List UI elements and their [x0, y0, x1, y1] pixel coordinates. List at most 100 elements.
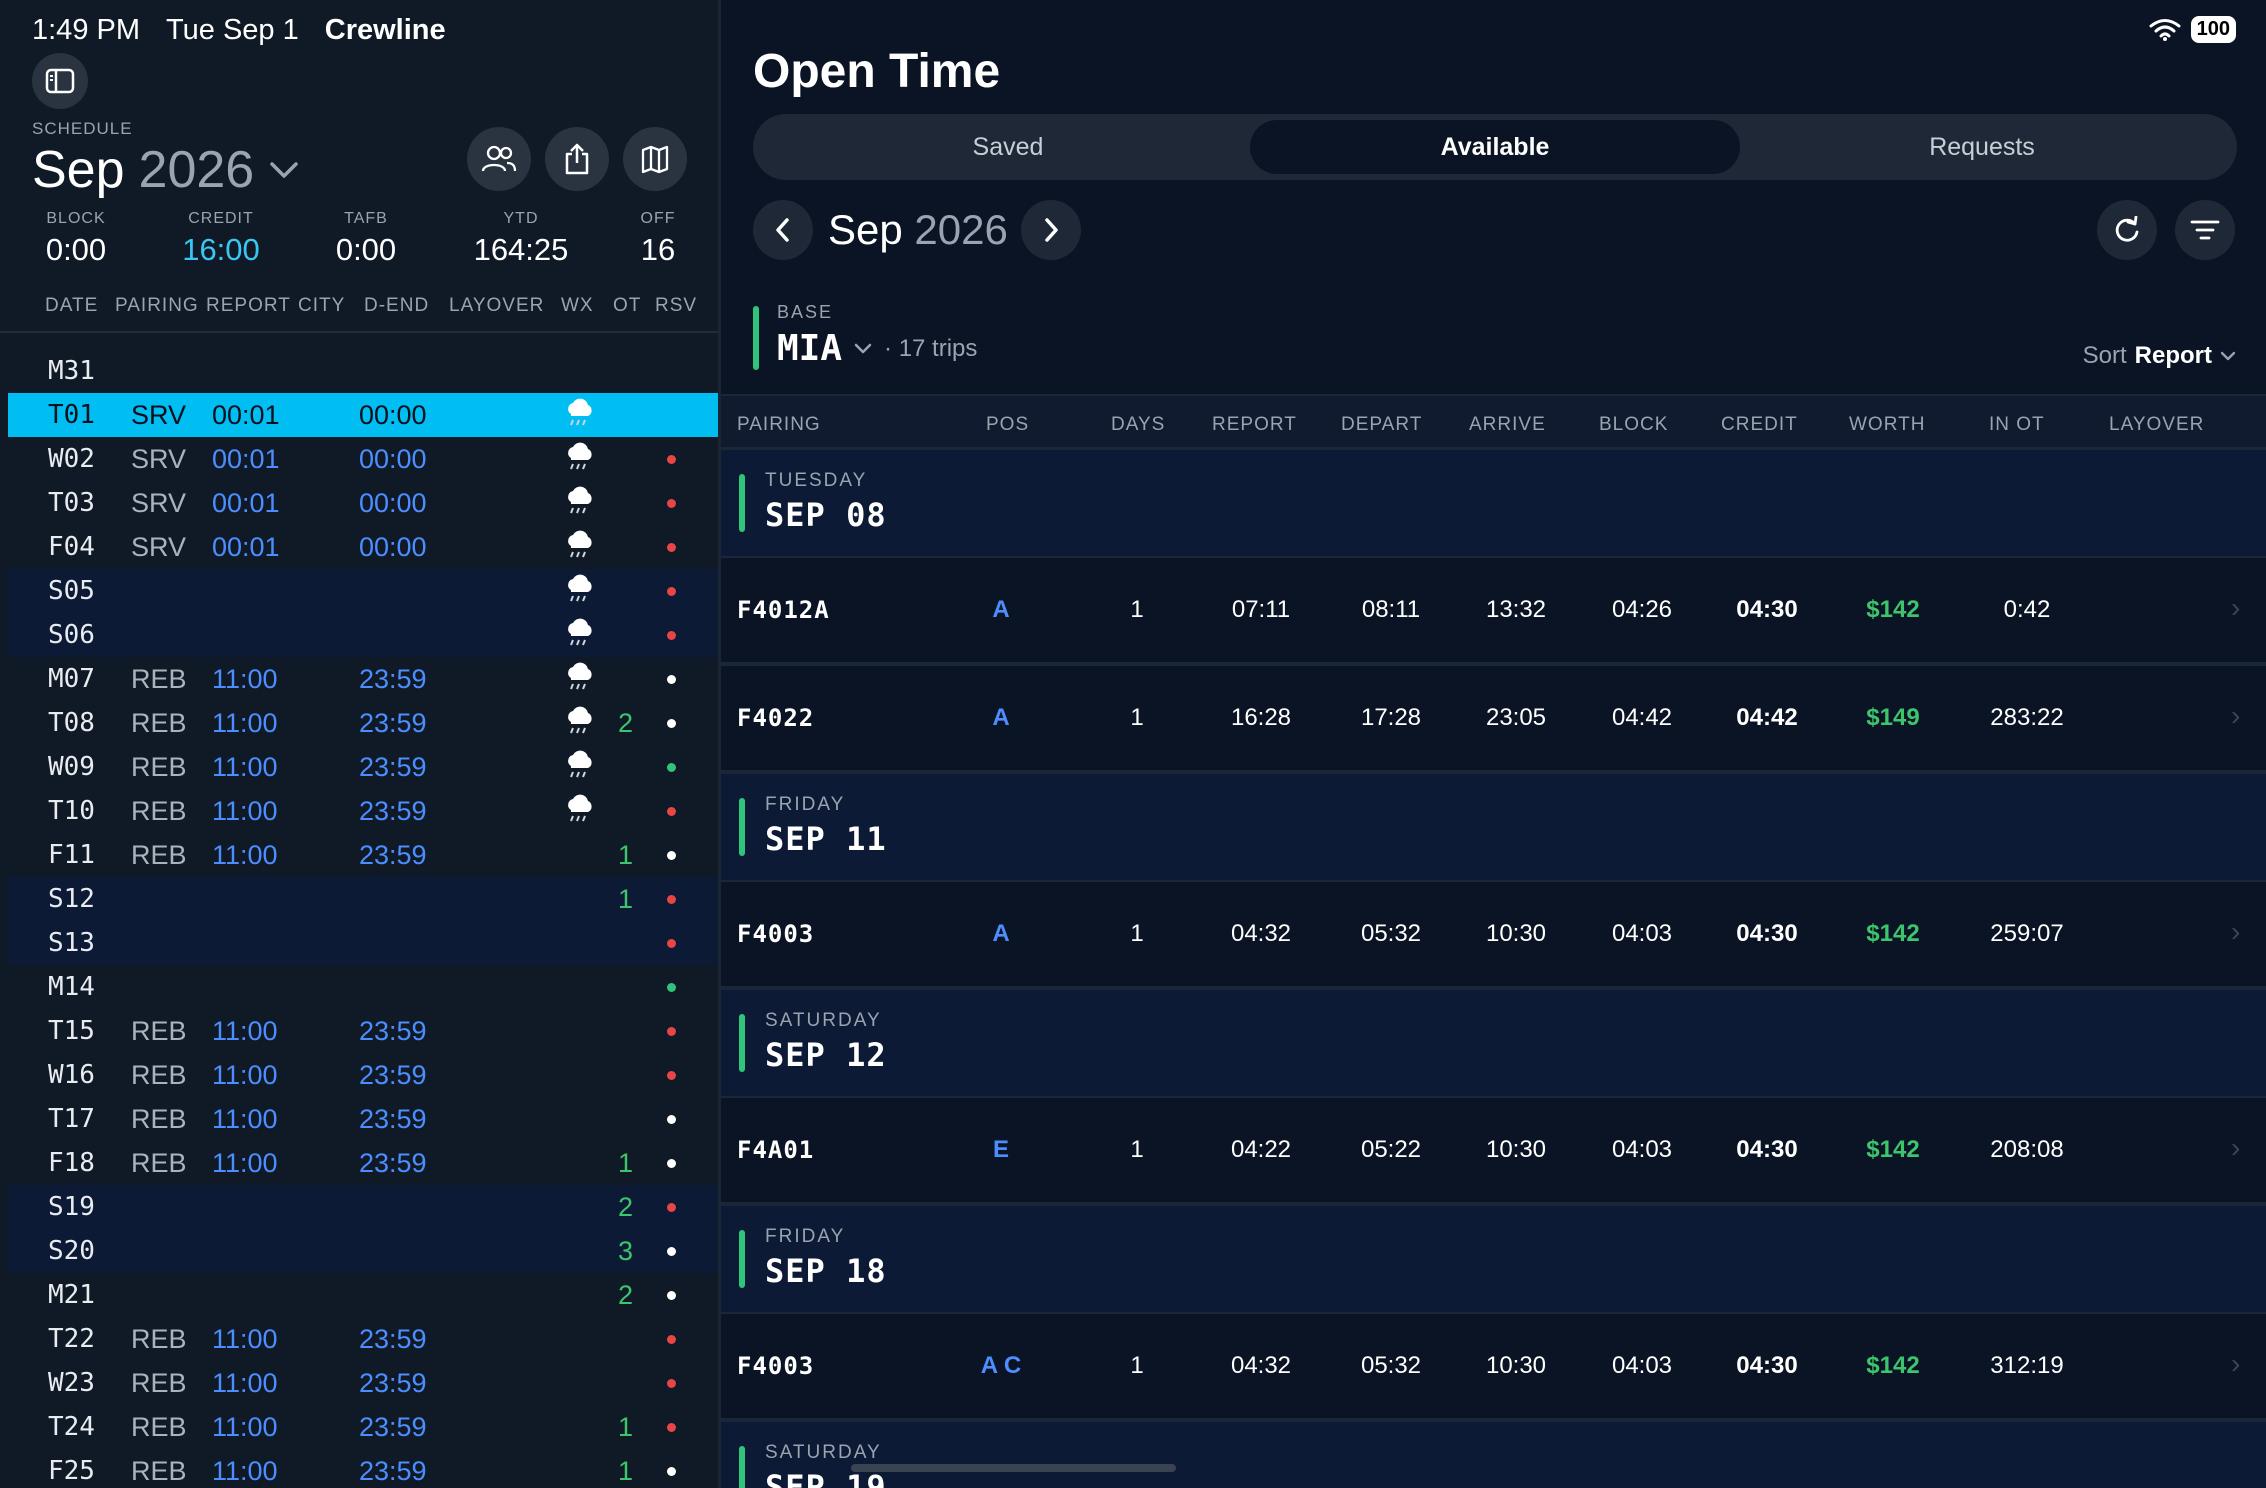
- next-month-button[interactable]: [1021, 200, 1081, 260]
- day-group-header: TUESDAY SEP 08: [721, 450, 2266, 558]
- crew-button[interactable]: [467, 127, 531, 191]
- day-weekday: SATURDAY: [765, 1442, 882, 1463]
- schedule-row[interactable]: T15 REB 11:00 23:59: [8, 1009, 718, 1053]
- tab-saved[interactable]: Saved: [972, 132, 1044, 161]
- schedule-row[interactable]: M07 REB 11:00 23:59: [8, 657, 718, 701]
- schedule-row[interactable]: W23 REB 11:00 23:59: [8, 1361, 718, 1405]
- trip-days: 1: [1130, 596, 1144, 623]
- tab-requests[interactable]: Requests: [1929, 132, 2035, 161]
- rain-cloud-icon: [562, 529, 596, 570]
- trip-block: 04:03: [1611, 1352, 1673, 1379]
- schedule-row[interactable]: W16 REB 11:00 23:59: [8, 1053, 718, 1097]
- stat-off: OFF 16: [640, 210, 676, 267]
- row-pairing: SRV: [131, 488, 187, 518]
- month-picker[interactable]: Sep 2026: [32, 140, 300, 200]
- row-dend: 23:59: [359, 1412, 427, 1442]
- row-dend: 23:59: [359, 796, 427, 826]
- schedule-row[interactable]: F11 REB 11:00 23:59 1: [8, 833, 718, 877]
- schedule-row[interactable]: T22 REB 11:00 23:59: [8, 1317, 718, 1361]
- prev-month-button[interactable]: [753, 200, 813, 260]
- filter-button[interactable]: [2175, 200, 2235, 260]
- trip-depart: 05:22: [1360, 1136, 1422, 1163]
- schedule-row[interactable]: S13: [8, 921, 718, 965]
- schedule-row[interactable]: M21 2: [8, 1273, 718, 1317]
- row-report: 11:00: [212, 796, 278, 826]
- trip-pairing: F4003: [737, 920, 815, 948]
- row-pairing: REB: [131, 1148, 187, 1178]
- schedule-row[interactable]: T01 SRV 00:01 00:00: [8, 393, 718, 437]
- row-pairing: REB: [131, 1104, 187, 1134]
- schedule-row[interactable]: M31: [8, 349, 718, 393]
- row-date: F25: [48, 1456, 95, 1486]
- row-date: T17: [48, 1104, 95, 1134]
- map-button[interactable]: [623, 127, 687, 191]
- chevron-down-icon: [854, 343, 872, 353]
- sidebar-toggle-button[interactable]: [32, 53, 88, 109]
- trip-pairing: F4022: [737, 704, 815, 732]
- trips-count: · 17 trips: [884, 334, 978, 362]
- schedule-row[interactable]: T17 REB 11:00 23:59: [8, 1097, 718, 1141]
- row-report: 00:01: [212, 400, 280, 430]
- col-pairing: PAIRING: [737, 414, 821, 435]
- col-worth: WORTH: [1849, 414, 1926, 435]
- sort-picker[interactable]: Sort Report: [2083, 342, 2236, 370]
- scroll-indicator[interactable]: [851, 1464, 1176, 1472]
- trip-arrive: 13:32: [1485, 596, 1547, 623]
- schedule-row[interactable]: T03 SRV 00:01 00:00: [8, 481, 718, 525]
- schedule-row[interactable]: W09 REB 11:00 23:59: [8, 745, 718, 789]
- base-accent: [753, 306, 759, 370]
- row-pairing: REB: [131, 1456, 187, 1486]
- schedule-row[interactable]: M14: [8, 965, 718, 1009]
- schedule-row[interactable]: T08 REB 11:00 23:59 2: [8, 701, 718, 745]
- share-button[interactable]: [545, 127, 609, 191]
- schedule-row[interactable]: T10 REB 11:00 23:59: [8, 789, 718, 833]
- battery-indicator: 100: [2190, 16, 2236, 43]
- trip-worth: $142: [1866, 920, 1920, 947]
- trip-pos: A: [992, 920, 1010, 947]
- row-pairing: REB: [131, 840, 187, 870]
- trip-row[interactable]: F4003 A C 1 04:32 05:32 10:30 04:03 04:30 $142 31…: [721, 1314, 2266, 1422]
- trip-row[interactable]: F4022 A 1 16:28 17:28 23:05 04:42 04:42 $149 283:…: [721, 666, 2266, 774]
- schedule-row[interactable]: S19 2: [8, 1185, 718, 1229]
- sort-label: Sort: [2082, 342, 2127, 369]
- base-picker[interactable]: MIA · 17 trips: [777, 328, 977, 369]
- schedule-row[interactable]: S05: [8, 569, 718, 613]
- row-dend: 23:59: [359, 1148, 427, 1178]
- row-date: T01: [48, 400, 95, 430]
- status-indicators: 100: [2149, 16, 2236, 43]
- row-date: T24: [48, 1412, 95, 1442]
- trip-pos: A C: [980, 1352, 1022, 1379]
- schedule-row[interactable]: S12 1: [8, 877, 718, 921]
- divider: [0, 331, 718, 333]
- schedule-row[interactable]: T24 REB 11:00 23:59 1: [8, 1405, 718, 1449]
- month-year: 2026: [138, 141, 255, 199]
- schedule-row[interactable]: S06: [8, 613, 718, 657]
- map-icon: [641, 145, 669, 174]
- chevron-left-icon: [776, 218, 789, 242]
- schedule-row[interactable]: S20 3: [8, 1229, 718, 1273]
- row-pairing: REB: [131, 796, 187, 826]
- status-bar: 1:49 PM Tue Sep 1 Crewline: [32, 14, 446, 47]
- app-name: Crewline: [324, 14, 446, 46]
- chevron-right-icon: ›: [2231, 1348, 2241, 1379]
- tab-available[interactable]: Available: [1250, 120, 1740, 174]
- row-dend: 23:59: [359, 1016, 427, 1046]
- trip-days: 1: [1130, 920, 1144, 947]
- col-wx: WX: [561, 295, 594, 316]
- trip-report: 07:11: [1231, 596, 1291, 623]
- refresh-button[interactable]: [2097, 200, 2157, 260]
- schedule-row[interactable]: F04 SRV 00:01 00:00: [8, 525, 718, 569]
- row-pairing: SRV: [131, 400, 187, 430]
- rsv-status-dot: [667, 543, 676, 552]
- schedule-row[interactable]: F18 REB 11:00 23:59 1: [8, 1141, 718, 1185]
- schedule-row[interactable]: F25 REB 11:00 23:59 1: [8, 1449, 718, 1488]
- trip-row[interactable]: F4012A A 1 07:11 08:11 13:32 04:26 04:30 $142 0:4…: [721, 558, 2266, 666]
- col-block: BLOCK: [1599, 414, 1669, 435]
- row-pairing: REB: [131, 708, 187, 738]
- trip-row[interactable]: F4A01 E 1 04:22 05:22 10:30 04:03 04:30 $142 208:…: [721, 1098, 2266, 1206]
- trip-days: 1: [1130, 1352, 1144, 1379]
- trip-days: 1: [1130, 704, 1144, 731]
- trip-row[interactable]: F4003 A 1 04:32 05:32 10:30 04:03 04:30 $142 259:…: [721, 882, 2266, 990]
- rsv-status-dot: [667, 499, 676, 508]
- schedule-row[interactable]: W02 SRV 00:01 00:00: [8, 437, 718, 481]
